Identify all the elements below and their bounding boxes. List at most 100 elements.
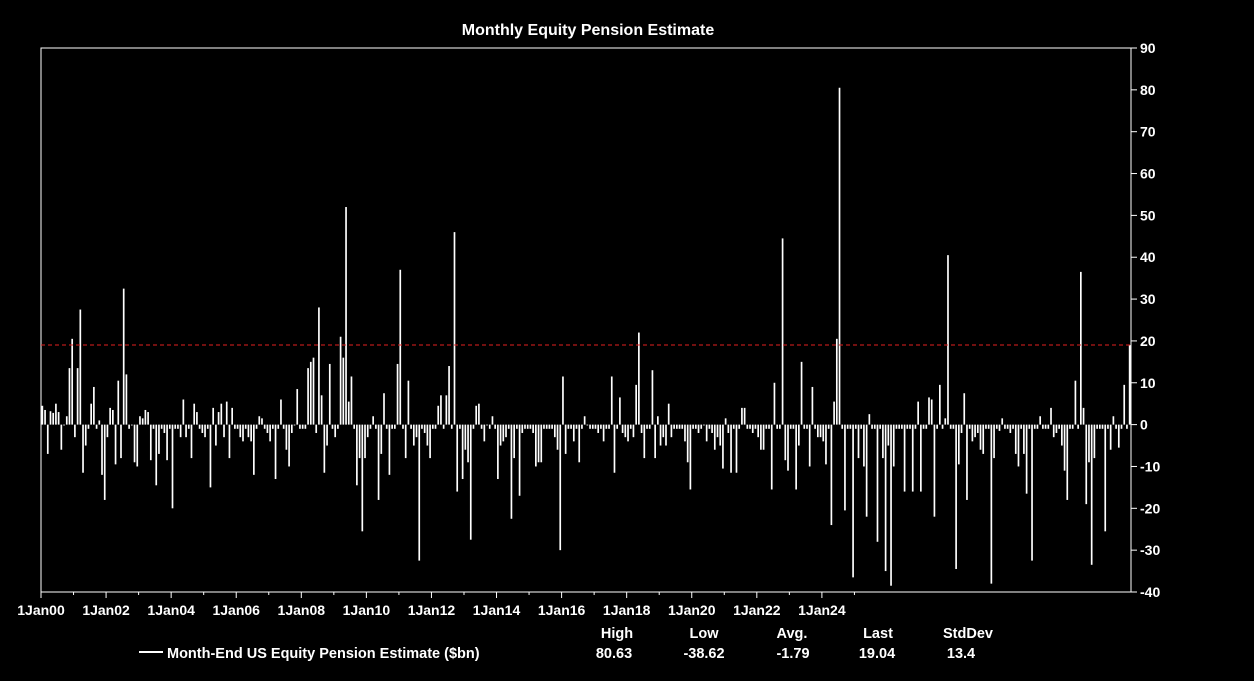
bar — [356, 424, 358, 486]
bar — [52, 412, 55, 425]
bar — [1050, 407, 1052, 425]
bar — [638, 332, 640, 425]
bar — [168, 424, 171, 429]
bar — [838, 87, 841, 425]
bar — [646, 424, 648, 429]
y-axis: 90 80 70 60 50 40 30 20 10 0 -10 -20 -30 -40 — [1131, 40, 1160, 600]
bar — [578, 424, 581, 463]
bar — [562, 376, 564, 425]
bar — [526, 424, 529, 429]
bar — [464, 424, 467, 450]
bar — [865, 424, 868, 517]
bar — [957, 424, 960, 465]
bar — [1077, 424, 1079, 429]
stat-value-high: 80.63 — [596, 646, 632, 662]
bar — [383, 393, 385, 425]
bar — [830, 424, 833, 526]
bar — [724, 418, 727, 425]
bar — [84, 424, 87, 446]
bar — [686, 424, 689, 463]
bar — [1109, 424, 1112, 450]
bar — [1017, 424, 1020, 467]
bar — [144, 409, 147, 425]
bar — [827, 424, 830, 429]
bar — [711, 424, 713, 433]
bar — [803, 424, 806, 429]
bar — [225, 401, 228, 425]
bar — [746, 424, 749, 429]
bar — [280, 399, 282, 425]
bar — [570, 424, 572, 429]
bar — [1101, 424, 1104, 429]
bar — [979, 424, 982, 450]
bar — [640, 424, 643, 433]
bar — [190, 424, 193, 459]
bar — [873, 424, 876, 429]
bar — [911, 424, 914, 492]
bar — [223, 424, 225, 438]
bar — [608, 424, 610, 429]
bar — [974, 424, 976, 438]
y-tick-label: 10 — [1140, 375, 1156, 391]
bar — [947, 255, 949, 425]
bar — [209, 424, 212, 488]
bar — [307, 368, 309, 425]
bar — [1001, 418, 1004, 425]
bar — [497, 424, 499, 480]
bar — [122, 288, 125, 425]
bar — [781, 238, 784, 425]
bar — [857, 424, 860, 459]
bar — [431, 424, 434, 429]
bar — [1052, 424, 1055, 438]
bar — [318, 307, 320, 425]
y-tick-label: -20 — [1140, 500, 1160, 516]
bar — [673, 424, 675, 429]
stat-value-stddev: 13.4 — [947, 646, 975, 662]
bar — [738, 424, 741, 429]
bar — [228, 424, 231, 459]
bar — [261, 418, 263, 425]
bar — [1074, 380, 1077, 425]
bar — [952, 424, 955, 429]
bar — [1098, 424, 1101, 429]
bar — [253, 424, 255, 475]
bar — [1112, 416, 1115, 425]
bar — [423, 424, 426, 433]
x-tick-label: 1Jan10 — [343, 602, 391, 618]
bar — [540, 424, 543, 463]
bar — [689, 424, 692, 490]
bar — [1071, 424, 1074, 429]
bar — [1107, 424, 1109, 429]
bar — [342, 357, 345, 425]
bar — [1014, 424, 1017, 454]
x-tick-label: 1Jan24 — [798, 602, 846, 618]
bar — [548, 424, 551, 429]
bar — [290, 424, 293, 433]
bar — [347, 401, 350, 425]
bar — [594, 424, 597, 429]
bar — [296, 389, 299, 425]
bar — [502, 424, 505, 442]
bar — [887, 424, 890, 446]
bar — [833, 401, 835, 425]
bar — [524, 424, 526, 429]
bar — [610, 376, 613, 425]
bar — [860, 424, 863, 429]
bar — [459, 424, 461, 429]
bar — [44, 409, 46, 425]
bar — [760, 424, 762, 450]
bar — [120, 424, 122, 459]
bar — [624, 424, 627, 438]
bar — [258, 416, 261, 425]
bar — [719, 424, 722, 446]
bar — [898, 424, 901, 429]
bar — [74, 424, 76, 438]
bar — [271, 424, 274, 429]
bar — [852, 424, 854, 578]
bar — [1117, 424, 1120, 448]
bar — [727, 424, 730, 433]
bar — [90, 403, 92, 425]
bar — [564, 424, 567, 454]
bar — [442, 424, 445, 429]
bar — [147, 412, 149, 425]
